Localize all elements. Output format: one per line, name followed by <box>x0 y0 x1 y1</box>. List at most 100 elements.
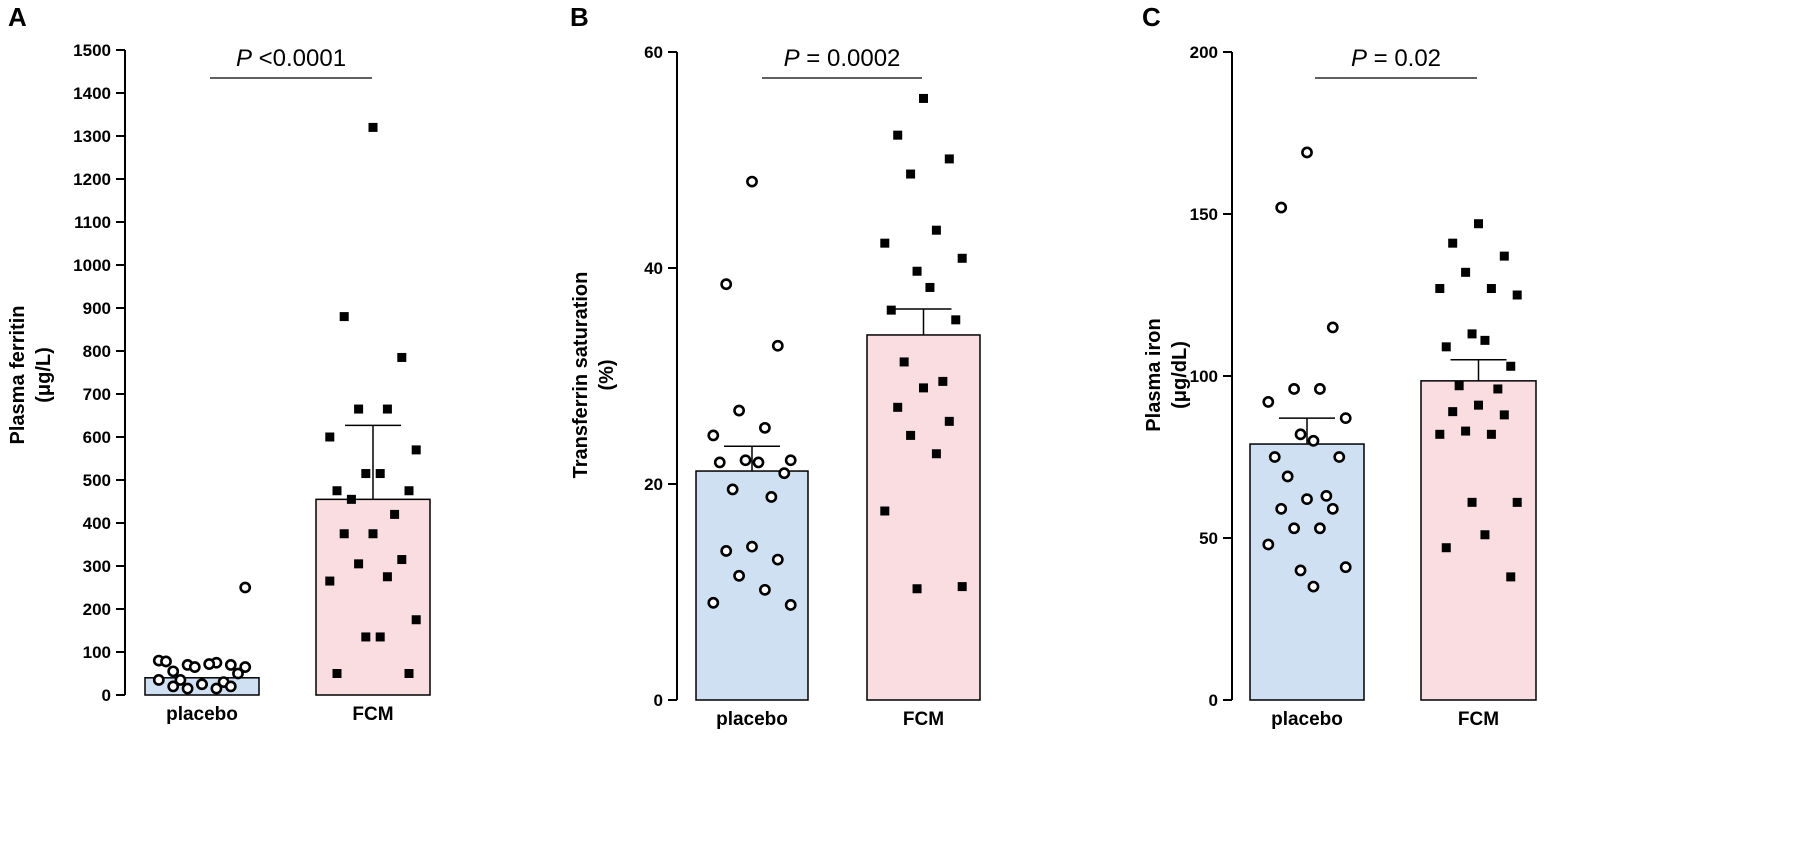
category-label-placebo: placebo <box>166 704 238 725</box>
data-point-placebo <box>1314 522 1326 535</box>
y-tick-label: 700 <box>83 385 111 404</box>
p-value-label: P = 0.02 <box>1351 45 1441 72</box>
data-point-placebo <box>707 429 720 442</box>
data-point-placebo <box>1339 412 1352 425</box>
data-point-fcm <box>893 130 903 140</box>
data-point-placebo <box>1262 538 1275 551</box>
data-point-placebo <box>759 421 771 434</box>
y-tick-label: 900 <box>83 299 111 318</box>
data-point-placebo <box>1268 451 1281 463</box>
data-point-placebo <box>1275 502 1288 515</box>
y-axis-title: Plasma iron (μg/dL) <box>1143 318 1191 431</box>
data-point-placebo <box>1333 451 1346 463</box>
data-point-fcm <box>382 404 392 414</box>
data-point-fcm <box>880 506 890 516</box>
p-value-text: <0.0001 <box>252 45 346 72</box>
data-point-placebo <box>1339 561 1352 574</box>
y-tick-label: 800 <box>83 342 111 361</box>
data-point-fcm <box>938 376 948 386</box>
panel-label: A <box>8 2 27 32</box>
p-value-letter: P <box>236 45 252 72</box>
chart-panel-a: A 0 100 200 300 400 500 600 700 800 900 1000 1100 120… <box>7 2 431 725</box>
data-point-placebo <box>188 661 201 673</box>
bar-fcm <box>315 498 431 696</box>
category-label-placebo: placebo <box>716 709 788 730</box>
y-axis-title-line1: Plasma ferritin <box>7 306 29 445</box>
data-point-placebo <box>733 569 745 582</box>
category-label-fcm: FCM <box>903 709 944 730</box>
y-axis-title-line1: Transferrin saturation <box>570 272 592 479</box>
y-tick-label: 100 <box>1190 367 1218 386</box>
data-point-fcm <box>375 632 385 642</box>
data-point-fcm <box>951 315 961 325</box>
data-point-fcm <box>925 282 935 292</box>
data-point-placebo <box>720 545 733 557</box>
data-point-fcm <box>944 154 954 164</box>
data-point-fcm <box>390 509 400 519</box>
y-axis-title-unit: (%) <box>596 359 618 390</box>
data-point-placebo <box>771 339 784 352</box>
data-point-placebo <box>707 596 720 609</box>
data-point-fcm <box>1474 219 1483 229</box>
data-point-placebo <box>160 655 172 668</box>
chart-panel-b: B 0 20 40 60 Transferrin saturation (%) placebo… <box>570 2 981 730</box>
data-point-placebo <box>1281 470 1294 483</box>
data-point-fcm <box>1480 530 1490 540</box>
category-label-fcm: FCM <box>352 704 393 725</box>
data-point-fcm <box>906 430 916 440</box>
data-point-placebo <box>720 278 733 291</box>
y-tick-label: 150 <box>1190 205 1218 224</box>
data-point-placebo <box>174 674 187 686</box>
data-point-placebo <box>784 599 797 611</box>
data-point-fcm <box>368 529 378 539</box>
data-point-placebo <box>224 680 237 693</box>
data-point-placebo <box>1320 489 1333 502</box>
data-point-fcm <box>1499 251 1509 261</box>
data-point-placebo <box>1307 434 1320 447</box>
data-point-placebo <box>167 680 180 693</box>
data-point-placebo <box>778 467 791 480</box>
data-point-fcm <box>1467 497 1477 507</box>
y-tick-label: 200 <box>1190 43 1218 62</box>
data-point-placebo <box>224 659 237 671</box>
data-point-fcm <box>957 582 967 592</box>
data-point-fcm <box>886 305 896 315</box>
data-point-placebo <box>1294 428 1307 441</box>
data-point-fcm <box>332 669 342 678</box>
data-point-fcm <box>931 449 941 459</box>
data-point-fcm <box>354 559 364 569</box>
data-point-placebo <box>784 454 797 467</box>
data-point-fcm <box>354 404 364 414</box>
y-tick-label: 100 <box>83 643 111 662</box>
y-tick-label: 1000 <box>73 256 111 275</box>
data-point-placebo <box>210 682 223 695</box>
data-point-placebo <box>739 454 752 467</box>
data-point-placebo <box>203 658 216 670</box>
data-point-placebo <box>1288 383 1300 395</box>
y-tick-label: 1300 <box>73 127 111 146</box>
data-point-fcm <box>1512 497 1522 507</box>
y-tick-label: 60 <box>644 43 663 62</box>
data-point-placebo <box>1301 146 1313 159</box>
data-point-placebo <box>1288 522 1300 535</box>
data-point-fcm <box>339 312 349 322</box>
data-point-placebo <box>746 175 758 188</box>
y-axis-title: Plasma ferritin (μg/L) <box>7 306 55 445</box>
data-point-fcm <box>1506 572 1516 582</box>
data-point-fcm <box>375 469 385 479</box>
data-point-fcm <box>1506 361 1516 371</box>
y-tick-label: 600 <box>83 428 111 447</box>
data-point-fcm <box>339 529 349 539</box>
data-point-placebo <box>1326 321 1339 334</box>
data-point-fcm <box>912 584 922 594</box>
data-point-fcm <box>919 383 928 393</box>
chart-panel-c: C 0 50 100 150 200 Plasma iron (μg/dL) placebo FC… <box>1142 2 1537 730</box>
panel-label: B <box>570 2 589 32</box>
data-point-fcm <box>325 432 335 442</box>
y-tick-label: 0 <box>1209 691 1218 710</box>
data-point-placebo <box>239 661 252 673</box>
data-point-fcm <box>397 555 407 565</box>
data-point-fcm <box>346 494 356 504</box>
data-point-fcm <box>332 486 342 496</box>
